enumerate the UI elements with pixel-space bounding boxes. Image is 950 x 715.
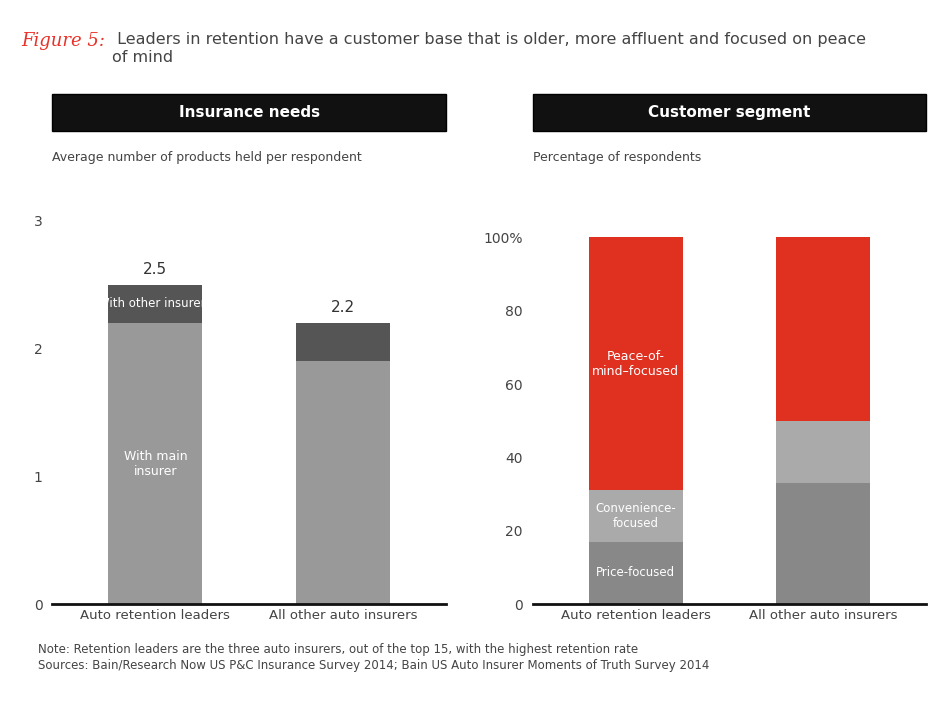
Bar: [108, 323, 202, 604]
Bar: [296, 323, 389, 361]
Text: Convenience-
focused: Convenience- focused: [596, 502, 676, 530]
Text: Price-focused: Price-focused: [596, 566, 675, 579]
Text: 2.5: 2.5: [143, 262, 167, 277]
Bar: [108, 285, 202, 323]
Text: Peace-of-
mind–focused: Peace-of- mind–focused: [592, 350, 679, 378]
Text: Percentage of respondents: Percentage of respondents: [533, 152, 701, 164]
Text: Average number of products held per respondent: Average number of products held per resp…: [52, 152, 362, 164]
Text: Insurance needs: Insurance needs: [179, 105, 319, 119]
Text: Figure 5:: Figure 5:: [21, 32, 104, 50]
Text: With main
insurer: With main insurer: [124, 450, 187, 478]
Bar: [776, 237, 870, 420]
Bar: [776, 483, 870, 604]
Bar: [589, 490, 682, 542]
Text: With other insurers: With other insurers: [99, 297, 212, 310]
Bar: [589, 237, 682, 490]
Text: Leaders in retention have a customer base that is older, more affluent and focus: Leaders in retention have a customer bas…: [112, 32, 866, 64]
Text: Customer segment: Customer segment: [648, 105, 810, 119]
Bar: [296, 361, 389, 604]
Text: 2.2: 2.2: [331, 300, 355, 315]
Bar: [776, 420, 870, 483]
Bar: [589, 542, 682, 604]
Text: Note: Retention leaders are the three auto insurers, out of the top 15, with the: Note: Retention leaders are the three au…: [38, 644, 710, 671]
